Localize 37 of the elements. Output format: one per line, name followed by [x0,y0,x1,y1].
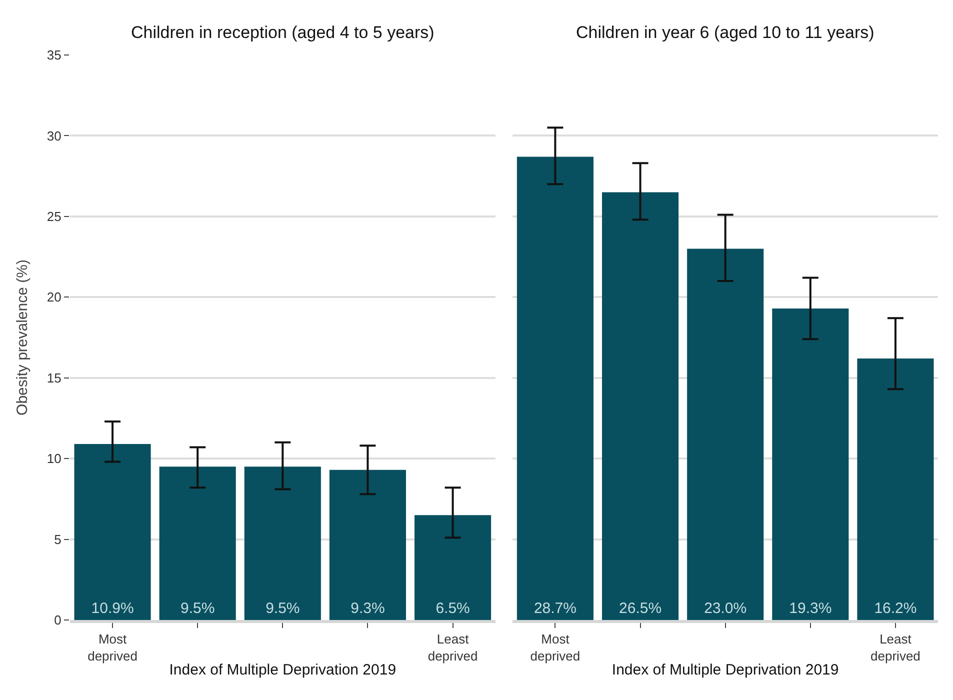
bar [687,248,764,620]
y-tick-label: 30 [46,128,62,144]
y-tick-label: 10 [46,451,62,466]
bar [772,308,849,620]
data-label: 6.5% [436,600,470,617]
bar [516,156,594,620]
x-tick-label: Most deprived [88,632,138,664]
y-tick-label: 25 [46,208,62,224]
bar [74,444,151,620]
data-label: 9.3% [350,600,385,617]
y-tick-label: 5 [54,532,62,547]
bar [414,515,492,620]
bar [159,466,236,620]
data-label: 23.0% [704,600,747,617]
x-axis-title: Index of Multiple Deprivation 2019 [169,662,396,678]
chart-title: Children in year 6 (aged 10 to 11 years) [576,23,874,42]
bar [602,192,679,620]
y-tick-label: 15 [46,370,62,386]
chart-title: Children in reception (aged 4 to 5 years) [131,23,434,42]
x-tick-label: Least deprived [428,632,478,664]
y-tick-label: 20 [46,290,62,305]
data-label: 10.9% [91,600,134,617]
bar [329,470,406,620]
y-tick-label: 0 [54,612,62,628]
bar [244,466,321,620]
x-axis-title: Index of Multiple Deprivation 2019 [612,662,839,678]
bar [857,358,934,620]
data-label: 9.5% [266,600,300,617]
data-label: 28.7% [534,600,576,617]
data-label: 19.3% [789,600,832,617]
data-label: 9.5% [180,600,215,617]
y-tick-label: 35 [46,48,62,63]
y-axis-title: Obesity prevalence (%) [14,260,32,416]
x-tick-label: Least deprived [870,632,920,664]
data-label: 16.2% [874,600,917,617]
x-tick-label: Most deprived [530,632,580,664]
data-label: 26.5% [619,600,662,617]
